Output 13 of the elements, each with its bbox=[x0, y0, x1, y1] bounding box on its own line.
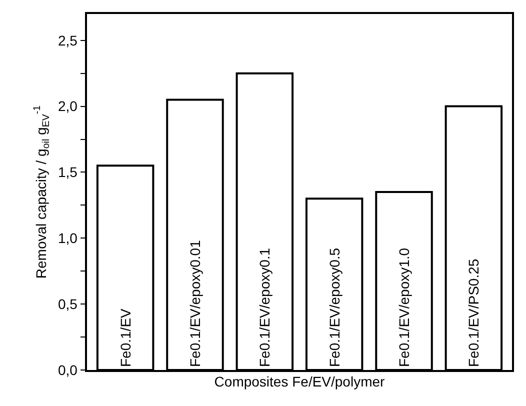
x-axis-title: Composites Fe/EV/polymer bbox=[214, 374, 386, 390]
x-tick-label: Fe0.1/EV bbox=[117, 308, 134, 367]
y-tick-label: 1,0 bbox=[58, 230, 78, 246]
y-tick-label: 1,5 bbox=[58, 164, 78, 180]
x-tick-label: Fe0.1/EV/PS0.25 bbox=[466, 258, 482, 367]
x-tick-label: Fe0.1/EV/epoxy0.5 bbox=[326, 248, 342, 367]
y-tick-label: 0,0 bbox=[58, 362, 78, 378]
x-tick-label: Fe0.1/EV/epoxy0.01 bbox=[186, 240, 203, 367]
y-tick-label: 0,5 bbox=[58, 296, 78, 312]
y-tick-label: 2,5 bbox=[58, 32, 78, 48]
x-tick-label: Fe0.1/EV/epoxy1.0 bbox=[396, 248, 412, 367]
y-tick-label: 2,0 bbox=[58, 98, 78, 114]
x-tick-label: Fe0.1/EV/epoxy0.1 bbox=[256, 248, 273, 367]
